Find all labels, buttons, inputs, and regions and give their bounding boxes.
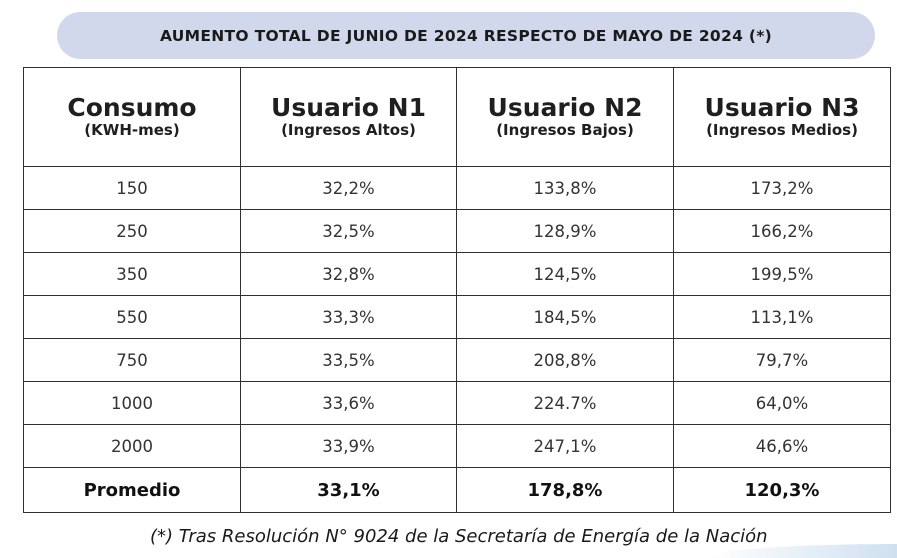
- tariff-increase-table: Consumo (KWH-mes) Usuario N1 (Ingresos A…: [23, 67, 891, 513]
- header-usuario-n2: Usuario N2 (Ingresos Bajos): [456, 67, 674, 167]
- banner-title: AUMENTO TOTAL DE JUNIO DE 2024 RESPECTO …: [159, 26, 773, 45]
- cell-n3: 173,2%: [673, 166, 891, 210]
- cell-n2: 208,8%: [456, 338, 674, 382]
- cell-consumo: 350: [23, 252, 241, 296]
- cell-consumo: 2000: [23, 424, 241, 468]
- cell-n2: 224.7%: [456, 381, 674, 425]
- cell-n3: 113,1%: [673, 295, 891, 339]
- cell-n1: 33,3%: [240, 295, 457, 339]
- cell-n1: 32,8%: [240, 252, 457, 296]
- cell-n3: 166,2%: [673, 209, 891, 253]
- header-sub: (Ingresos Medios): [706, 121, 858, 139]
- header-main: Consumo: [67, 93, 197, 122]
- average-row: Promedio 33,1% 178,8% 120,3%: [23, 467, 891, 513]
- cell-average-n2: 178,8%: [456, 467, 674, 513]
- table-row: 150 32,2% 133,8% 173,2%: [23, 166, 891, 210]
- header-row: Consumo (KWH-mes) Usuario N1 (Ingresos A…: [23, 67, 891, 167]
- cell-n2: 247,1%: [456, 424, 674, 468]
- cell-consumo: 750: [23, 338, 241, 382]
- table-row: 750 33,5% 208,8% 79,7%: [23, 338, 891, 382]
- cell-consumo: 250: [23, 209, 241, 253]
- cell-n1: 33,9%: [240, 424, 457, 468]
- cell-n1: 32,5%: [240, 209, 457, 253]
- footnote: (*) Tras Resolución N° 9024 de la Secret…: [150, 526, 768, 547]
- header-main: Usuario N3: [704, 93, 860, 122]
- cell-consumo: 550: [23, 295, 241, 339]
- header-usuario-n1: Usuario N1 (Ingresos Altos): [240, 67, 457, 167]
- title-banner: AUMENTO TOTAL DE JUNIO DE 2024 RESPECTO …: [57, 12, 875, 59]
- header-main: Usuario N2: [487, 93, 643, 122]
- cell-n1: 32,2%: [240, 166, 457, 210]
- cell-n1: 33,6%: [240, 381, 457, 425]
- cell-consumo: 1000: [23, 381, 241, 425]
- cell-consumo: 150: [23, 166, 241, 210]
- table-row: 350 32,8% 124,5% 199,5%: [23, 252, 891, 296]
- cell-average-label: Promedio: [23, 467, 241, 513]
- table-row: 1000 33,6% 224.7% 64,0%: [23, 381, 891, 425]
- cell-average-n3: 120,3%: [673, 467, 891, 513]
- table-row: 2000 33,9% 247,1% 46,6%: [23, 424, 891, 468]
- cell-average-n1: 33,1%: [240, 467, 457, 513]
- header-main: Usuario N1: [271, 93, 426, 122]
- cell-n1: 33,5%: [240, 338, 457, 382]
- cell-n3: 64,0%: [673, 381, 891, 425]
- header-sub: (Ingresos Altos): [281, 121, 416, 139]
- cell-n3: 46,6%: [673, 424, 891, 468]
- cell-n2: 133,8%: [456, 166, 674, 210]
- header-sub: (KWH-mes): [84, 121, 180, 139]
- cell-n3: 199,5%: [673, 252, 891, 296]
- header-sub: (Ingresos Bajos): [496, 121, 634, 139]
- table-row: 250 32,5% 128,9% 166,2%: [23, 209, 891, 253]
- cell-n2: 128,9%: [456, 209, 674, 253]
- header-usuario-n3: Usuario N3 (Ingresos Medios): [673, 67, 891, 167]
- cell-n2: 124,5%: [456, 252, 674, 296]
- cell-n2: 184,5%: [456, 295, 674, 339]
- cell-n3: 79,7%: [673, 338, 891, 382]
- table-row: 550 33,3% 184,5% 113,1%: [23, 295, 891, 339]
- header-consumo: Consumo (KWH-mes): [23, 67, 241, 167]
